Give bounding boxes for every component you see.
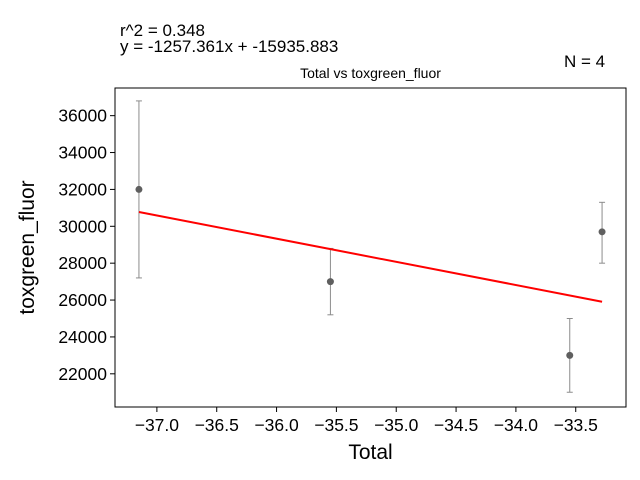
r-squared-annotation: r^2 = 0.348	[120, 21, 206, 40]
x-tick-label: −34.5	[434, 415, 478, 435]
regression-equation: y = -1257.361x + -15935.883	[120, 37, 339, 56]
y-tick-label: 24000	[58, 327, 107, 347]
x-axis-label: Total	[348, 441, 392, 464]
data-point	[598, 228, 606, 236]
y-tick-label: 36000	[58, 106, 107, 126]
y-axis-label: toxgreen_fluor	[16, 180, 39, 314]
y-tick-label: 28000	[58, 253, 107, 273]
plot-frame	[114, 87, 627, 408]
y-tick-label: 30000	[58, 216, 107, 236]
y-tick-label: 34000	[58, 143, 107, 163]
chart-title: Total vs toxgreen_fluor	[300, 65, 441, 81]
data-point	[326, 278, 334, 286]
y-tick-label: 26000	[58, 290, 107, 310]
y-tick-label: 32000	[58, 179, 107, 199]
x-tick-label: −35.0	[374, 415, 419, 435]
x-tick-label: −37.0	[135, 415, 180, 435]
sample-count: N = 4	[564, 52, 606, 71]
x-tick-label: −34.0	[494, 415, 539, 435]
x-tick-label: −35.5	[314, 415, 358, 435]
data-point	[566, 351, 574, 359]
x-tick-label: −36.5	[195, 415, 239, 435]
x-tick-label: −36.0	[254, 415, 299, 435]
regression-line	[138, 211, 603, 303]
y-tick-label: 22000	[58, 364, 107, 384]
data-point	[135, 185, 143, 193]
x-tick-label: −33.5	[554, 415, 598, 435]
